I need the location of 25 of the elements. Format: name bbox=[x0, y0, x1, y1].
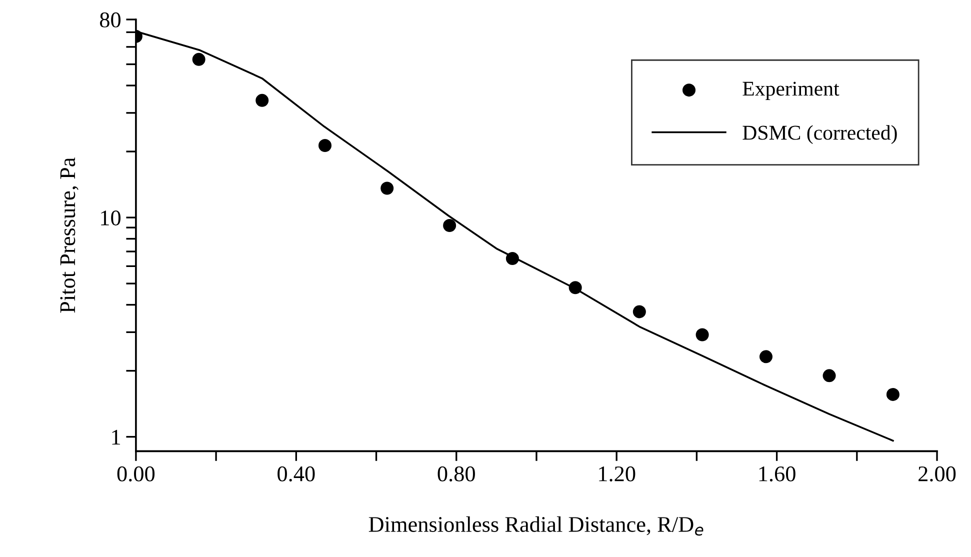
point bbox=[318, 139, 332, 152]
x-axis-title: Dimensionless Radial Distance, R/D$_{e}$ bbox=[368, 516, 704, 536]
point bbox=[568, 281, 582, 294]
x-tick-label: 0.40 bbox=[278, 466, 315, 482]
y-axis-title: Pitot Pressure, Pa bbox=[60, 158, 78, 313]
x-tick-label: 0.00 bbox=[117, 466, 155, 482]
point bbox=[380, 182, 394, 195]
point bbox=[822, 369, 836, 382]
point bbox=[696, 328, 709, 342]
y-tick-label: 80 bbox=[100, 12, 121, 28]
point bbox=[886, 388, 900, 401]
point bbox=[192, 52, 206, 66]
legend-label: Experiment bbox=[742, 82, 840, 100]
x-tick-label: 1.60 bbox=[759, 466, 796, 482]
point bbox=[632, 305, 646, 318]
x-tick-label: 2.00 bbox=[918, 466, 956, 482]
x-tick-label: 1.20 bbox=[599, 466, 636, 482]
point bbox=[443, 218, 456, 232]
point bbox=[759, 350, 772, 364]
point bbox=[256, 94, 269, 107]
y-tick-label: 1 bbox=[112, 430, 120, 445]
x-tick-label: 0.80 bbox=[438, 466, 475, 482]
y-tick-label: 10 bbox=[101, 210, 121, 226]
point bbox=[506, 252, 519, 266]
legend-label: DSMC (corrected) bbox=[742, 125, 897, 144]
